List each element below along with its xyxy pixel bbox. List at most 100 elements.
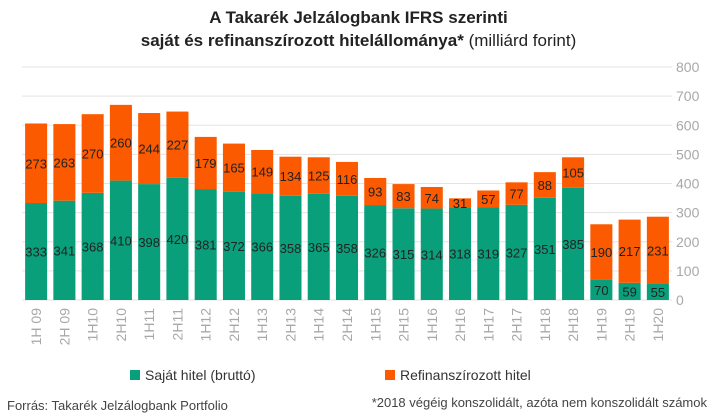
title-line-1: A Takarék Jelzálogbank IFRS szerinti <box>209 8 508 27</box>
x-tick-label: 1H20 <box>650 308 666 342</box>
x-tick-label: 2H13 <box>282 308 298 342</box>
bar-refi <box>81 114 104 193</box>
bar-refi <box>449 198 472 208</box>
legend-item-refi: Refinanszírozott hitel <box>385 367 531 383</box>
bar-saját <box>505 204 528 300</box>
y-tick-label: 400 <box>676 176 700 192</box>
y-tick-label: 200 <box>676 234 700 250</box>
x-tick-label: 1H16 <box>424 308 440 342</box>
bar-refi <box>222 143 245 192</box>
data-label-refi: 74 <box>425 191 439 206</box>
data-label-refi: 93 <box>368 185 382 200</box>
data-label-refi: 231 <box>647 243 669 258</box>
x-tick-label: 1H12 <box>198 308 214 342</box>
x-tick-label: 2H 09 <box>56 308 72 346</box>
bar-refi <box>364 177 387 206</box>
data-label-saját: 55 <box>651 285 665 300</box>
data-label-saját: 333 <box>25 245 47 260</box>
chart-title: A Takarék Jelzálogbank IFRS szerinti saj… <box>0 6 717 52</box>
x-tick-label: 1H10 <box>85 308 101 342</box>
legend-label-refi: Refinanszírozott hitel <box>400 367 531 383</box>
data-label-saját: 315 <box>393 247 415 262</box>
data-label-refi: 125 <box>308 168 330 183</box>
bar-saját <box>279 195 302 300</box>
bar-refi <box>25 123 48 204</box>
bar-refi <box>392 184 415 209</box>
source-text: Forrás: Takarék Jelzálogbank Portfolio <box>7 398 228 413</box>
bar-saját <box>251 193 274 300</box>
x-tick-label: 1H18 <box>537 308 553 342</box>
y-tick-label: 0 <box>676 292 684 308</box>
x-tick-label: 1H19 <box>593 308 609 342</box>
x-tick-label: 2H14 <box>339 308 355 342</box>
legend-item-saját: Saját hitel (bruttó) <box>130 367 256 383</box>
data-label-refi: 273 <box>25 156 47 171</box>
x-tick-label: 1H 09 <box>28 308 44 346</box>
data-label-refi: 77 <box>509 187 523 202</box>
bar-saját <box>138 184 161 300</box>
bar-refi <box>335 161 359 196</box>
data-label-refi: 270 <box>82 147 104 162</box>
data-label-saját: 410 <box>110 233 132 248</box>
bar-refi <box>279 156 302 196</box>
bar-refi <box>251 150 274 194</box>
title-line-2: saját és refinanszírozott hitelállománya… <box>140 31 464 50</box>
x-tick-label: 1H15 <box>367 308 383 342</box>
legend-swatch-refi <box>385 370 395 380</box>
bar-saját <box>109 180 132 300</box>
bar-refi <box>307 157 330 194</box>
bar-saját <box>166 177 189 300</box>
footnote-text: *2018 végéig konszolidált, azóta nem kon… <box>371 395 707 410</box>
data-label-refi: 263 <box>54 155 76 170</box>
data-label-saját: 341 <box>54 243 76 258</box>
data-label-refi: 179 <box>195 156 217 171</box>
bar-saját <box>25 203 48 300</box>
data-label-saját: 368 <box>82 239 104 254</box>
bar-saját <box>618 282 641 300</box>
data-label-saját: 366 <box>251 240 273 255</box>
data-label-saját: 358 <box>336 241 358 256</box>
bar-saját <box>364 205 387 300</box>
bar-saját <box>307 193 330 300</box>
bar-saját <box>590 279 613 300</box>
bar-saját <box>420 208 443 300</box>
bar-refi <box>477 190 500 208</box>
legend-label-saját: Saját hitel (bruttó) <box>145 367 256 383</box>
bar-refi <box>590 224 613 280</box>
data-label-saját: 59 <box>622 284 636 299</box>
bar-refi <box>618 219 641 283</box>
bar-saját <box>646 283 669 300</box>
data-label-saját: 70 <box>594 283 608 298</box>
data-label-saját: 319 <box>477 247 499 262</box>
data-label-saját: 326 <box>364 246 386 261</box>
bar-refi <box>646 216 669 284</box>
y-tick-label: 600 <box>676 117 700 133</box>
bar-refi <box>533 172 556 198</box>
y-tick-label: 500 <box>676 146 700 162</box>
x-tick-label: 2H19 <box>622 308 638 342</box>
data-label-refi: 88 <box>538 178 552 193</box>
data-label-saját: 365 <box>308 240 330 255</box>
bar-saját <box>449 207 472 300</box>
data-label-refi: 190 <box>590 245 612 260</box>
x-tick-label: 2H12 <box>226 308 242 342</box>
data-label-saját: 381 <box>195 238 217 253</box>
y-tick-label: 300 <box>676 205 700 221</box>
data-label-saját: 318 <box>449 247 471 262</box>
data-label-refi: 149 <box>251 165 273 180</box>
data-label-saját: 420 <box>167 232 189 247</box>
bar-refi <box>420 186 443 209</box>
y-tick-label: 800 <box>676 59 700 75</box>
legend-swatch-saját <box>130 370 140 380</box>
data-label-saját: 398 <box>138 235 160 250</box>
data-label-saját: 351 <box>534 242 556 257</box>
y-tick-label: 100 <box>676 263 700 279</box>
bar-saját <box>194 189 217 300</box>
bar-saját <box>562 187 585 300</box>
data-label-saját: 314 <box>421 247 443 262</box>
data-label-saját: 385 <box>562 237 584 252</box>
x-tick-label: 2H18 <box>565 308 581 342</box>
bar-refi <box>505 182 528 205</box>
data-label-refi: 260 <box>110 136 132 151</box>
